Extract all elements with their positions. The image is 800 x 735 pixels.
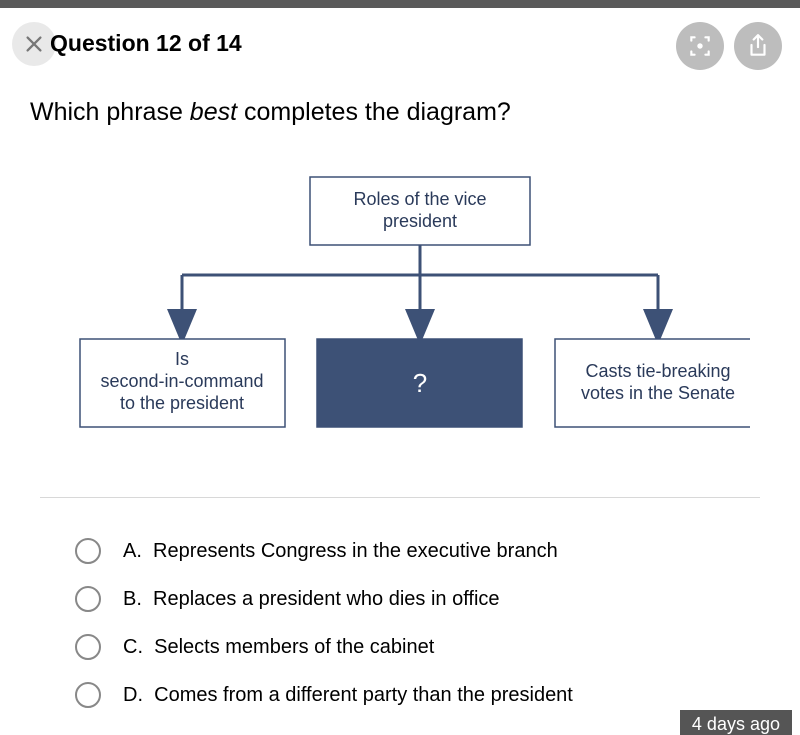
question-suffix: completes the diagram? xyxy=(237,98,511,126)
answer-letter: D. xyxy=(123,684,143,706)
question-text: Which phrase best completes the diagram? xyxy=(0,78,800,137)
answer-option-c[interactable]: C. Selects members of the cabinet xyxy=(75,634,760,660)
question-italic: best xyxy=(190,98,237,126)
answer-letter: A. xyxy=(123,540,142,562)
answer-label: B. Replaces a president who dies in offi… xyxy=(123,588,500,611)
header-right xyxy=(676,22,782,70)
diagram-right-line1: Casts tie-breaking xyxy=(585,361,730,381)
header: Question 12 of 14 xyxy=(0,8,800,78)
answer-text: Represents Congress in the executive bra… xyxy=(153,540,558,562)
lens-button[interactable] xyxy=(676,22,724,70)
answer-text: Replaces a president who dies in office xyxy=(153,588,500,610)
timestamp-badge: 4 days ago xyxy=(680,710,792,735)
diagram-top-line1: Roles of the vice xyxy=(353,189,486,209)
answer-label: C. Selects members of the cabinet xyxy=(123,636,434,659)
radio-icon xyxy=(75,634,101,660)
question-number: Question 12 of 14 xyxy=(50,30,242,57)
diagram-right-line2: votes in the Senate xyxy=(581,383,735,403)
close-icon xyxy=(23,33,45,55)
answer-label: A. Represents Congress in the executive … xyxy=(123,540,558,563)
diagram-area: Roles of the vice president Is second-in… xyxy=(0,137,800,467)
question-prefix: Which phrase xyxy=(30,98,190,126)
top-bar xyxy=(0,0,800,8)
answer-text: Selects members of the cabinet xyxy=(154,636,434,658)
diagram-middle-text: ? xyxy=(413,368,427,398)
answer-letter: B. xyxy=(123,588,142,610)
answer-label: D. Comes from a different party than the… xyxy=(123,684,573,707)
answer-option-a[interactable]: A. Represents Congress in the executive … xyxy=(75,538,760,564)
answer-option-b[interactable]: B. Replaces a president who dies in offi… xyxy=(75,586,760,612)
answers: A. Represents Congress in the executive … xyxy=(0,498,800,708)
diagram-svg: Roles of the vice president Is second-in… xyxy=(50,167,750,447)
diagram-left-line3: to the president xyxy=(120,393,244,413)
radio-icon xyxy=(75,682,101,708)
answer-option-d[interactable]: D. Comes from a different party than the… xyxy=(75,682,760,708)
share-icon xyxy=(745,33,771,59)
diagram-left-line2: second-in-command xyxy=(100,371,263,391)
answer-text: Comes from a different party than the pr… xyxy=(154,684,573,706)
radio-icon xyxy=(75,538,101,564)
diagram-left-line1: Is xyxy=(175,349,189,369)
header-left: Question 12 of 14 xyxy=(12,26,242,66)
lens-icon xyxy=(687,33,713,59)
share-button[interactable] xyxy=(734,22,782,70)
radio-icon xyxy=(75,586,101,612)
diagram-top-line2: president xyxy=(383,211,457,231)
answer-letter: C. xyxy=(123,636,143,658)
